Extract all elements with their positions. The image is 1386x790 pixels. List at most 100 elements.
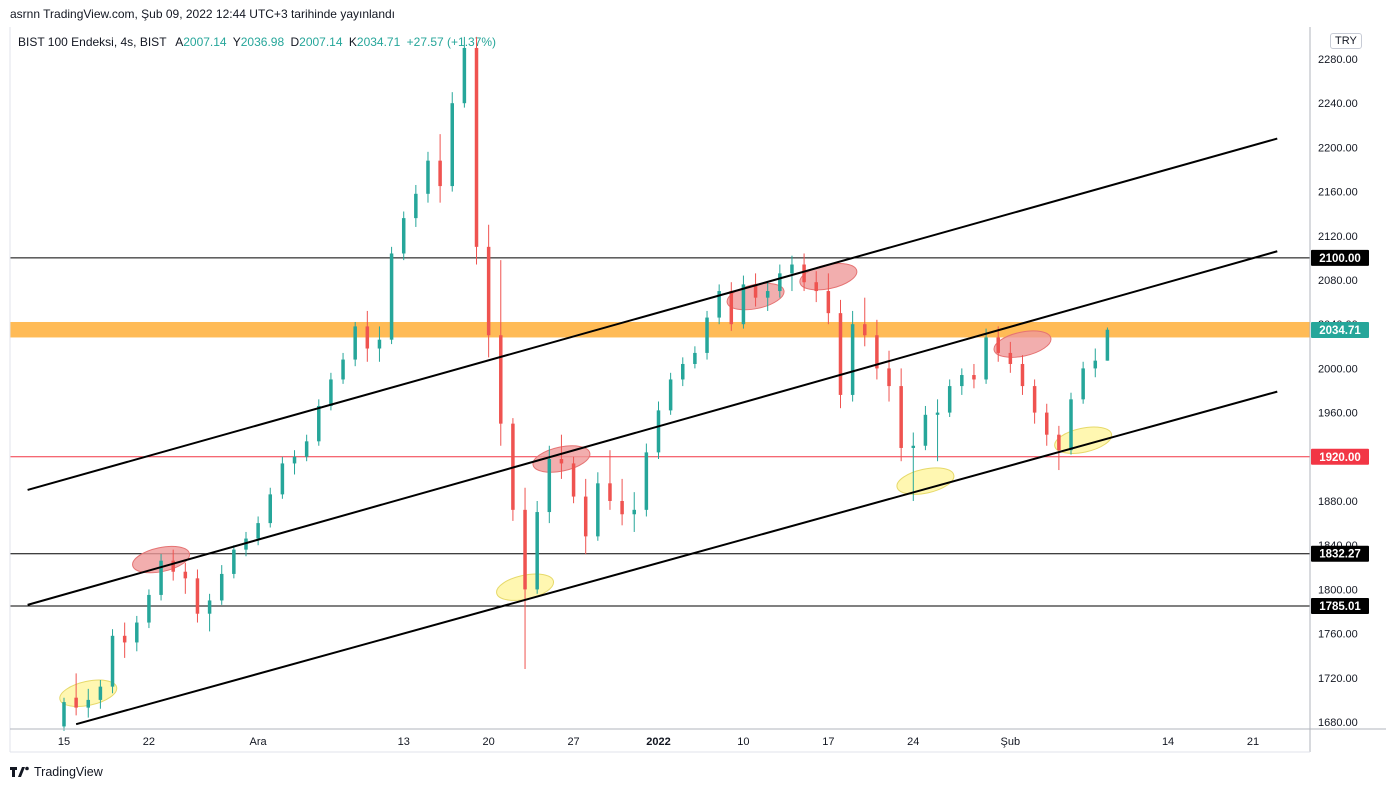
candle-body[interactable]: [1020, 363, 1025, 387]
time-tick-label: 13: [398, 736, 410, 748]
candle-body[interactable]: [583, 496, 588, 537]
candle-body[interactable]: [547, 459, 552, 513]
candle-body[interactable]: [620, 501, 624, 515]
candle-body[interactable]: [887, 368, 891, 387]
time-tick-label: 14: [1162, 736, 1174, 748]
candle-body[interactable]: [984, 337, 988, 380]
candle-body[interactable]: [159, 560, 163, 595]
candle-body[interactable]: [705, 317, 709, 353]
channel-trendline[interactable]: [75, 390, 1278, 726]
candle-body[interactable]: [681, 363, 685, 380]
candle-body[interactable]: [195, 578, 200, 614]
candle-body[interactable]: [135, 622, 139, 643]
candle-body[interactable]: [462, 47, 467, 104]
candle-body[interactable]: [110, 635, 115, 687]
candle-body[interactable]: [329, 379, 333, 406]
price-tag-box: [1311, 249, 1369, 266]
candle-body[interactable]: [814, 282, 818, 292]
time-tick-label: 22: [143, 736, 155, 748]
candle-body[interactable]: [972, 375, 976, 380]
candle-body[interactable]: [341, 359, 345, 380]
candle-body[interactable]: [668, 379, 673, 411]
candle-body[interactable]: [947, 386, 952, 413]
candle-body[interactable]: [559, 459, 564, 464]
candle-body[interactable]: [899, 386, 903, 448]
candle-body[interactable]: [499, 335, 503, 424]
candle-body[interactable]: [656, 410, 661, 453]
candle-body[interactable]: [923, 414, 928, 446]
candle-body[interactable]: [571, 463, 576, 497]
price-tag-label: 1920.00: [1319, 452, 1361, 464]
candle-body[interactable]: [729, 291, 734, 325]
candle-body[interactable]: [317, 405, 321, 442]
candle-body[interactable]: [98, 686, 103, 700]
candle-body[interactable]: [1093, 360, 1098, 369]
candle-body[interactable]: [365, 326, 370, 349]
candle-body[interactable]: [996, 337, 1000, 353]
candle-body[interactable]: [1105, 329, 1110, 361]
candle-body[interactable]: [474, 47, 479, 247]
candle-body[interactable]: [1069, 399, 1073, 451]
candle-body[interactable]: [717, 291, 721, 318]
candle-body[interactable]: [377, 339, 382, 349]
candle-body[interactable]: [1008, 352, 1013, 364]
candle-body[interactable]: [753, 284, 758, 298]
candle-body[interactable]: [256, 523, 260, 539]
candle-body[interactable]: [935, 412, 940, 415]
candle-body[interactable]: [1032, 386, 1037, 413]
candle-body[interactable]: [1057, 434, 1061, 451]
candle-body[interactable]: [1081, 368, 1085, 400]
candle-body[interactable]: [389, 253, 394, 340]
candle-body[interactable]: [304, 441, 309, 457]
candle-body[interactable]: [596, 483, 600, 537]
price-tag-box: [1311, 448, 1369, 465]
candle-body[interactable]: [741, 284, 746, 325]
candle-body[interactable]: [644, 452, 649, 510]
candle-body[interactable]: [86, 699, 91, 708]
candle-body[interactable]: [219, 573, 224, 601]
candle-body[interactable]: [693, 352, 697, 364]
candle-body[interactable]: [280, 463, 285, 495]
candle-body[interactable]: [450, 103, 454, 187]
legend-close-key: K: [348, 35, 357, 49]
candle-body[interactable]: [438, 160, 442, 187]
candle-body[interactable]: [765, 291, 770, 298]
candle-body[interactable]: [74, 697, 78, 708]
candle-body[interactable]: [353, 326, 357, 360]
candle-body[interactable]: [426, 160, 430, 194]
candle-body[interactable]: [232, 549, 236, 574]
candle-body[interactable]: [171, 560, 175, 572]
candle-body[interactable]: [62, 702, 66, 727]
candle-body[interactable]: [632, 509, 636, 515]
channel-trendline[interactable]: [27, 137, 1278, 491]
candle-body[interactable]: [960, 375, 964, 387]
candle-body[interactable]: [838, 313, 843, 395]
candle-body[interactable]: [863, 324, 867, 336]
candle-body[interactable]: [486, 246, 491, 336]
candle-body[interactable]: [875, 335, 879, 369]
candle-body[interactable]: [523, 509, 527, 590]
time-tick-label: 20: [483, 736, 495, 748]
candle-body[interactable]: [790, 264, 794, 274]
candle-body[interactable]: [802, 264, 806, 283]
channel-trendline[interactable]: [27, 250, 1278, 606]
candle-body[interactable]: [268, 494, 273, 524]
candle-body[interactable]: [401, 218, 406, 254]
candle-body[interactable]: [608, 483, 612, 501]
candle-body[interactable]: [535, 512, 539, 590]
legend-symbol[interactable]: BIST 100 Endeksi, 4s, BIST: [18, 35, 167, 49]
candle-body[interactable]: [778, 273, 782, 292]
tradingview-brand[interactable]: TradingView: [10, 765, 103, 779]
candle-body[interactable]: [122, 635, 127, 643]
candle-body[interactable]: [292, 456, 297, 464]
candle-body[interactable]: [183, 571, 188, 579]
candle-body[interactable]: [1044, 412, 1049, 435]
candle-body[interactable]: [826, 291, 831, 314]
candle-body[interactable]: [414, 193, 418, 219]
candle-body[interactable]: [207, 600, 212, 614]
currency-button[interactable]: TRY: [1330, 33, 1362, 49]
candle-body[interactable]: [850, 324, 855, 395]
candle-body[interactable]: [147, 594, 151, 623]
candle-body[interactable]: [911, 445, 916, 448]
